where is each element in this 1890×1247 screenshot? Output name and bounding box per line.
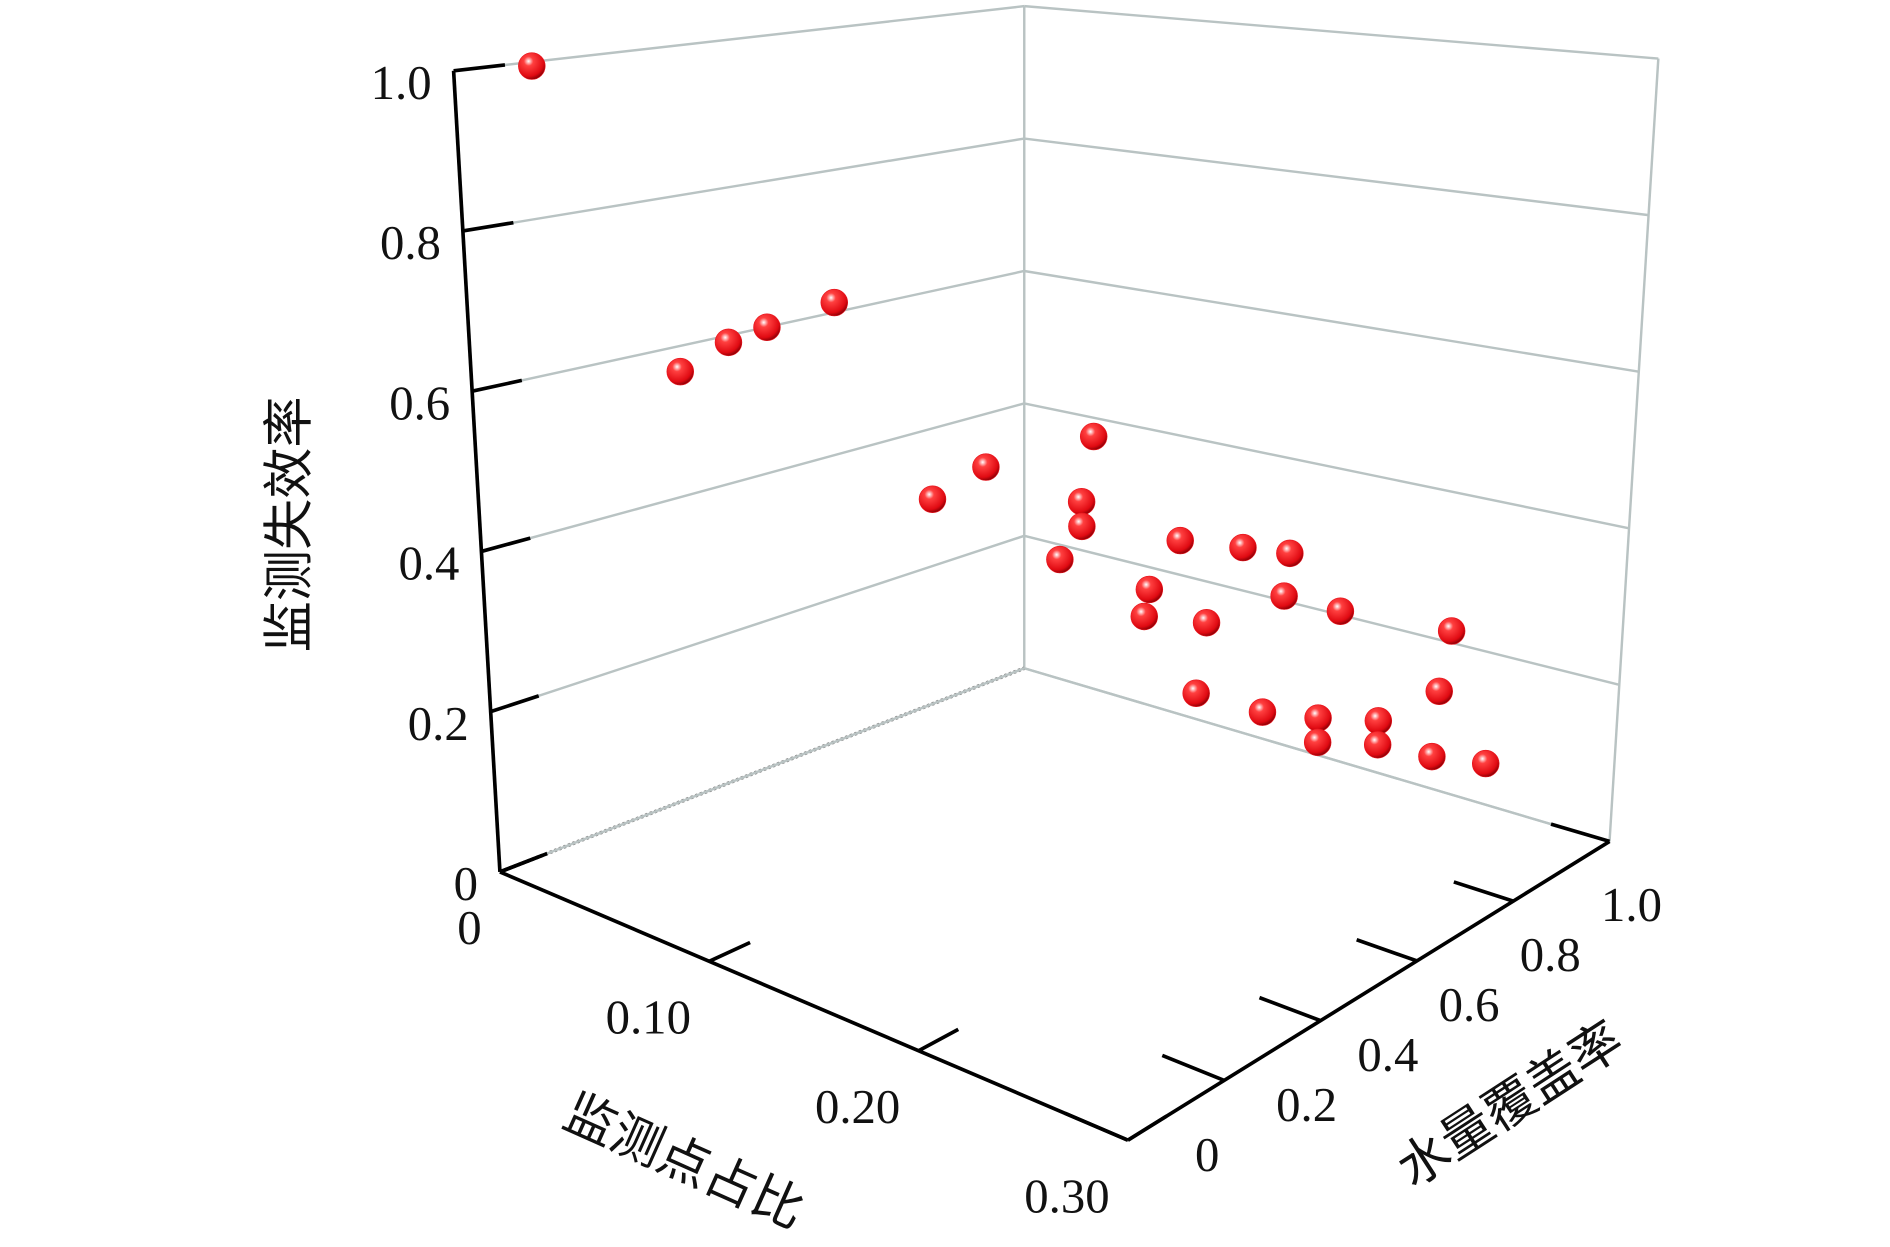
y-axis-title: 水量覆盖率 bbox=[1387, 1010, 1634, 1200]
walls bbox=[453, 4, 1660, 874]
point bbox=[1229, 533, 1257, 562]
point bbox=[1471, 749, 1500, 778]
point bbox=[1166, 526, 1194, 555]
grid-line bbox=[499, 667, 1025, 874]
point bbox=[1135, 575, 1164, 604]
y-tick bbox=[1161, 1053, 1225, 1083]
point bbox=[1303, 728, 1332, 757]
grid-line bbox=[1024, 402, 1630, 530]
grid-line bbox=[453, 4, 1025, 72]
grid-line bbox=[1024, 137, 1649, 217]
y-tick-label: 0.6 bbox=[1439, 978, 1500, 1032]
axes: 0 0.2 0.4 0.6 0.8 1.0 0 0.10 0.20 0.30 0 0.2 0.4 0.6 0… bbox=[371, 56, 1662, 1223]
grid-line bbox=[1024, 4, 1659, 60]
grid-line bbox=[471, 269, 1025, 393]
y-tick-label: 1.0 bbox=[1601, 878, 1662, 932]
x-axis-title: 监测点占比 bbox=[555, 1082, 813, 1241]
point bbox=[1304, 704, 1332, 732]
y-tick-label: 0.8 bbox=[1520, 928, 1581, 982]
point bbox=[1068, 512, 1096, 541]
point bbox=[1248, 698, 1277, 726]
z-tick-label: 1.0 bbox=[371, 56, 432, 110]
y-tick-label: 0 bbox=[1195, 1128, 1219, 1182]
point bbox=[753, 313, 781, 341]
point bbox=[1326, 597, 1355, 625]
x-tick bbox=[499, 853, 543, 874]
point bbox=[1192, 609, 1221, 637]
y-tick-label: 0.4 bbox=[1357, 1028, 1418, 1082]
y-tick-label: 0.2 bbox=[1276, 1078, 1337, 1132]
z-tick bbox=[462, 220, 514, 233]
point bbox=[972, 453, 1000, 481]
point bbox=[1079, 422, 1108, 451]
y-axis bbox=[1126, 839, 1611, 1142]
point bbox=[1437, 617, 1466, 645]
point bbox=[1130, 602, 1158, 631]
y-tick bbox=[1550, 822, 1611, 844]
y-tick bbox=[1453, 880, 1514, 903]
grid-line bbox=[462, 137, 1025, 233]
x-tick-label: 0 bbox=[457, 901, 481, 955]
z-tick bbox=[480, 536, 531, 554]
point bbox=[1067, 488, 1096, 516]
z-tick-label: 0 bbox=[454, 857, 478, 911]
point bbox=[1418, 742, 1446, 771]
x-axis bbox=[499, 870, 1129, 1142]
x-tick bbox=[708, 940, 751, 963]
y-tick bbox=[1356, 938, 1418, 963]
x-tick-label: 0.30 bbox=[1024, 1169, 1109, 1223]
point bbox=[666, 357, 695, 386]
points bbox=[518, 52, 1500, 778]
z-tick bbox=[453, 63, 506, 73]
point bbox=[1046, 545, 1074, 574]
point bbox=[1182, 679, 1210, 707]
point bbox=[1363, 731, 1392, 759]
z-tick-label: 0.6 bbox=[389, 376, 450, 430]
z-axis-title: 监测失效率 bbox=[260, 396, 320, 652]
x-tick-label: 0.10 bbox=[606, 990, 691, 1044]
z-tick-label: 0.4 bbox=[398, 537, 459, 591]
z-tick bbox=[471, 378, 523, 394]
x-tick-label: 0.20 bbox=[815, 1080, 900, 1134]
point bbox=[820, 288, 848, 317]
grid-line bbox=[1023, 534, 1620, 687]
wall-edge bbox=[1608, 58, 1660, 842]
z-tick-label: 0.2 bbox=[408, 697, 469, 751]
point bbox=[1270, 582, 1298, 610]
point bbox=[518, 52, 546, 80]
x-tick bbox=[917, 1027, 960, 1053]
point bbox=[1425, 677, 1453, 705]
y-tick bbox=[1064, 1111, 1129, 1142]
z-axis bbox=[451, 70, 502, 872]
point bbox=[1276, 539, 1304, 568]
x-tick bbox=[1126, 1114, 1168, 1142]
z-tick-label: 0.8 bbox=[380, 216, 441, 270]
y-tick bbox=[1258, 995, 1322, 1023]
point bbox=[918, 485, 947, 513]
point bbox=[1364, 707, 1393, 735]
grid-line bbox=[1024, 269, 1640, 373]
point bbox=[714, 328, 743, 357]
z-tick bbox=[490, 694, 540, 714]
grid-line bbox=[490, 534, 1025, 713]
grid-line bbox=[481, 402, 1025, 553]
